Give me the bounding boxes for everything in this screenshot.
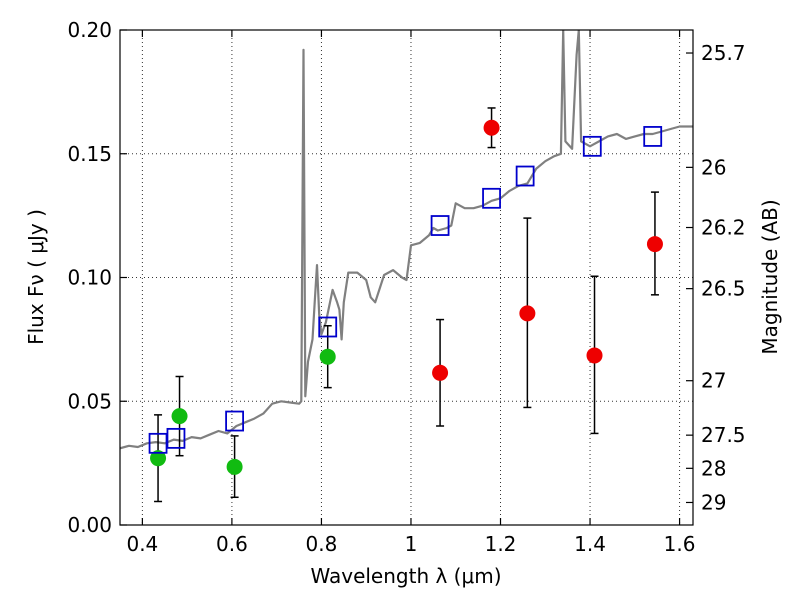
- x-tick-label: 1: [405, 532, 418, 556]
- x-tick-label: 1.6: [664, 532, 696, 556]
- photometry-point: [483, 119, 500, 136]
- magnitude-tick-label: 25.7: [701, 41, 746, 65]
- photometry-point: [432, 364, 449, 381]
- magnitude-tick-label: 26.5: [701, 277, 746, 301]
- spectrum-layer: [120, 30, 693, 450]
- x-tick-label: 1.4: [574, 532, 606, 556]
- magnitude-tick-label: 27.5: [701, 423, 746, 447]
- y-tick-label: 0.10: [67, 266, 112, 290]
- magnitude-tick-label: 29: [701, 490, 726, 514]
- x-tick-label: 1.2: [485, 532, 517, 556]
- x-tick-label: 0.4: [126, 532, 158, 556]
- y-axis-right: 25.7 26 26.2 26.5 27 27.5 28 29: [686, 41, 746, 514]
- model-square: [148, 432, 168, 454]
- x-axis: 0.4 0.6 0.8 1 1.2 1.4 1.6: [126, 30, 695, 556]
- magnitude-tick-label: 26.2: [701, 216, 746, 240]
- photometry-point: [519, 305, 536, 322]
- model-square: [515, 165, 535, 187]
- x-tick-label: 0.8: [306, 532, 338, 556]
- y-tick-label: 0.05: [67, 389, 112, 413]
- y-tick-label: 0.00: [67, 513, 112, 537]
- errorbar-layer: [154, 107, 659, 503]
- y-tick-label: 0.15: [67, 142, 112, 166]
- photometry-point: [171, 408, 188, 425]
- magnitude-tick-label: 26: [701, 155, 726, 179]
- y-axis-right-label: Magnitude (AB): [758, 199, 782, 354]
- points-layer: [150, 119, 663, 475]
- magnitude-tick-label: 28: [701, 456, 726, 480]
- y-tick-label: 0.20: [67, 18, 112, 42]
- photometry-point: [646, 236, 663, 253]
- model-square: [430, 215, 450, 236]
- photometry-point: [319, 348, 336, 365]
- magnitude-tick-label: 27: [701, 369, 726, 393]
- model-square: [482, 187, 501, 209]
- y-axis-left: 0.00 0.05 0.10 0.15 0.20: [67, 18, 127, 537]
- grid-layer: [120, 30, 693, 525]
- x-tick-label: 0.6: [216, 532, 248, 556]
- squares-layer: [148, 126, 663, 454]
- photometry-point: [586, 347, 603, 364]
- y-axis-left-label: Flux Fν ( μJy ): [24, 209, 48, 345]
- spectrum-line: [120, 30, 693, 450]
- photometry-point: [226, 458, 243, 475]
- x-axis-label: Wavelength λ (μm): [310, 564, 501, 588]
- model-square: [225, 410, 245, 432]
- photometry-point: [150, 450, 167, 467]
- model-square: [643, 126, 663, 147]
- model-square: [582, 135, 602, 157]
- model-square: [318, 316, 338, 338]
- model-square: [166, 427, 186, 449]
